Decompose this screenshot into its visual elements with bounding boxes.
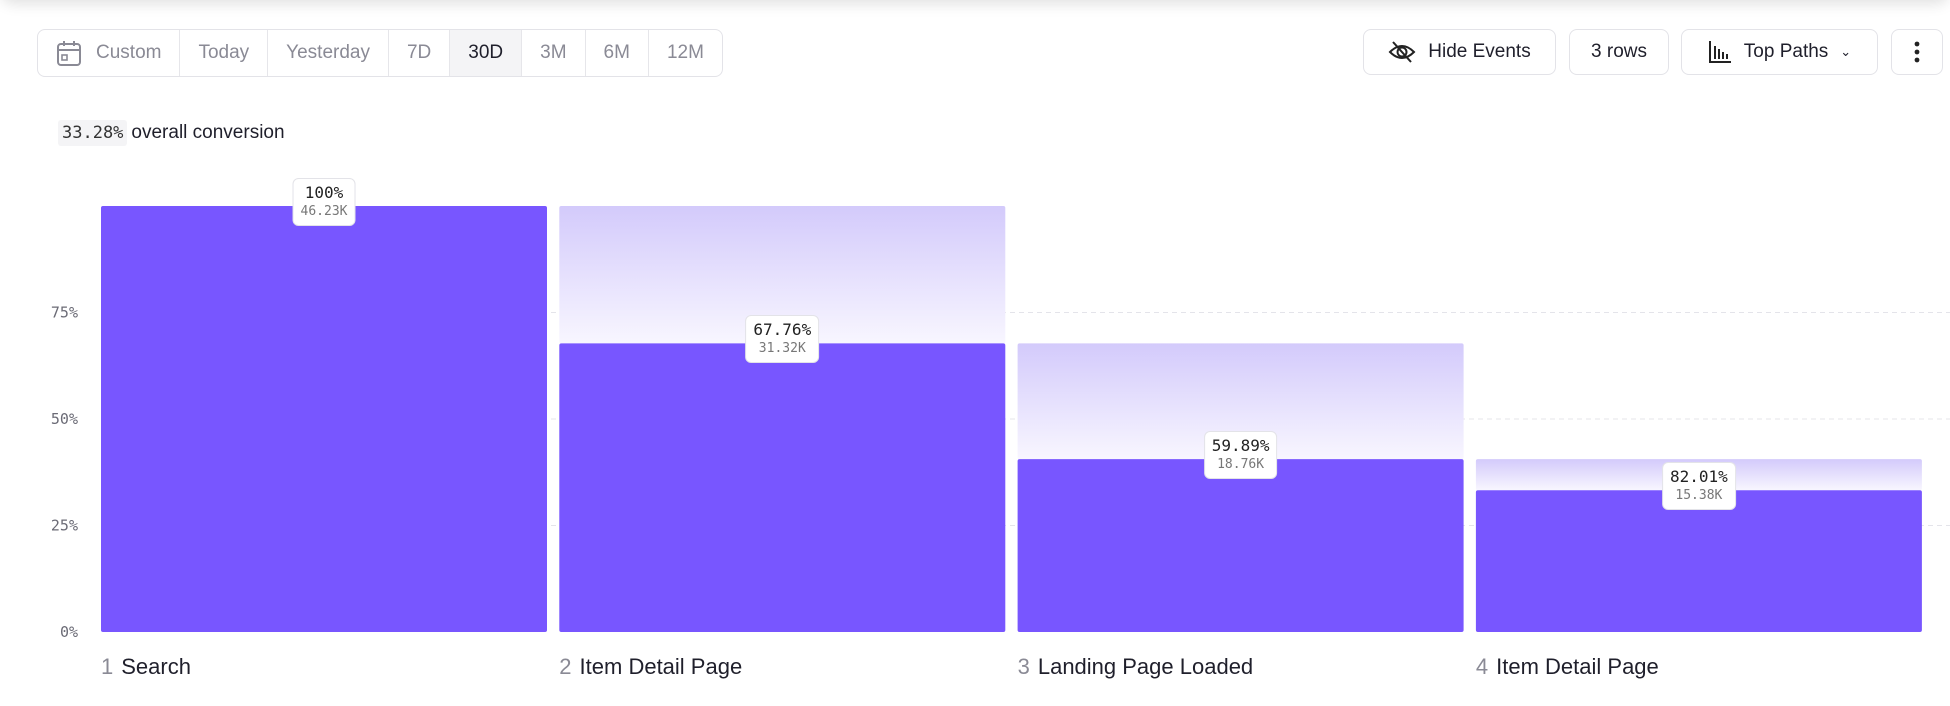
chevron-down-icon: ⌄ (1840, 44, 1852, 59)
date-option-30d[interactable]: 30D (450, 30, 523, 76)
step-count: 15.38K (1675, 488, 1723, 504)
date-option-3m[interactable]: 3M (522, 30, 586, 76)
date-option-yesterday[interactable]: Yesterday (268, 30, 389, 76)
step-label: Landing Page Loaded (1037, 654, 1254, 679)
step-conversion: 100% (304, 183, 344, 202)
step-bar[interactable] (101, 206, 547, 632)
eye-off-icon (1388, 41, 1416, 63)
y-tick-label: 0% (60, 623, 78, 641)
hide-events-button[interactable]: Hide Events (1363, 29, 1556, 75)
view-dropdown[interactable]: Top Paths ⌄ (1681, 29, 1878, 75)
step-number: 4 (1475, 654, 1489, 679)
hide-events-label: Hide Events (1428, 41, 1531, 62)
step-bar[interactable] (1017, 459, 1464, 632)
y-tick-label: 75% (51, 304, 78, 322)
step-name[interactable]: 3 Landing Page Loaded (1018, 654, 1254, 680)
overall-conversion-label: overall conversion (131, 122, 285, 143)
date-range-selector: Custom Today Yesterday 7D 30D 3M 6M 12M (37, 29, 723, 77)
step-count: 18.76K (1217, 456, 1265, 472)
step-count: 46.23K (300, 203, 348, 219)
dropoff-bar[interactable] (559, 206, 1006, 344)
step-value-label: 59.89% 18.76K (1203, 431, 1278, 479)
step-name[interactable]: 4 Item Detail Page (1476, 654, 1659, 680)
step-conversion: 59.89% (1211, 436, 1270, 456)
date-option-label: Custom (96, 42, 162, 63)
step-value-label: 67.76% 31.32K (745, 315, 820, 364)
more-options-button[interactable] (1891, 29, 1943, 75)
step-label: Item Detail Page (579, 654, 743, 679)
step-name[interactable]: 2 Item Detail Page (559, 654, 742, 680)
step-bar[interactable] (1475, 490, 1922, 632)
date-option-7d[interactable]: 7D (389, 30, 451, 76)
bar-chart-icon (1708, 41, 1731, 63)
step-bar[interactable] (559, 343, 1006, 632)
step-conversion: 82.01% (1669, 467, 1728, 487)
date-option-6m[interactable]: 6M (586, 30, 649, 76)
overall-conversion-value: 33.28% (58, 120, 128, 146)
date-option-custom[interactable]: Custom (38, 30, 181, 76)
dropoff-bar[interactable] (1017, 343, 1464, 460)
overall-conversion: 33.28% overall conversion (58, 120, 285, 146)
step-label: Search (121, 654, 191, 679)
step-label: Item Detail Page (1496, 654, 1659, 679)
y-tick-label: 50% (51, 410, 78, 428)
step-name[interactable]: 1 Search (101, 654, 191, 680)
more-vertical-icon (1914, 41, 1920, 63)
rows-button[interactable]: 3 rows (1569, 29, 1669, 75)
calendar-icon (57, 41, 81, 66)
step-number: 3 (1017, 654, 1030, 679)
step-value-label: 82.01% 15.38K (1661, 462, 1736, 510)
date-option-today[interactable]: Today (180, 30, 269, 76)
step-value-label: 100% 46.23K (292, 178, 356, 226)
step-count: 31.32K (758, 341, 806, 357)
step-number: 1 (101, 654, 114, 679)
date-option-12m[interactable]: 12M (666, 42, 704, 63)
step-conversion: 67.76% (753, 320, 812, 340)
view-label: Top Paths (1743, 41, 1829, 62)
step-number: 2 (559, 654, 572, 679)
y-tick-label: 25% (51, 517, 78, 535)
